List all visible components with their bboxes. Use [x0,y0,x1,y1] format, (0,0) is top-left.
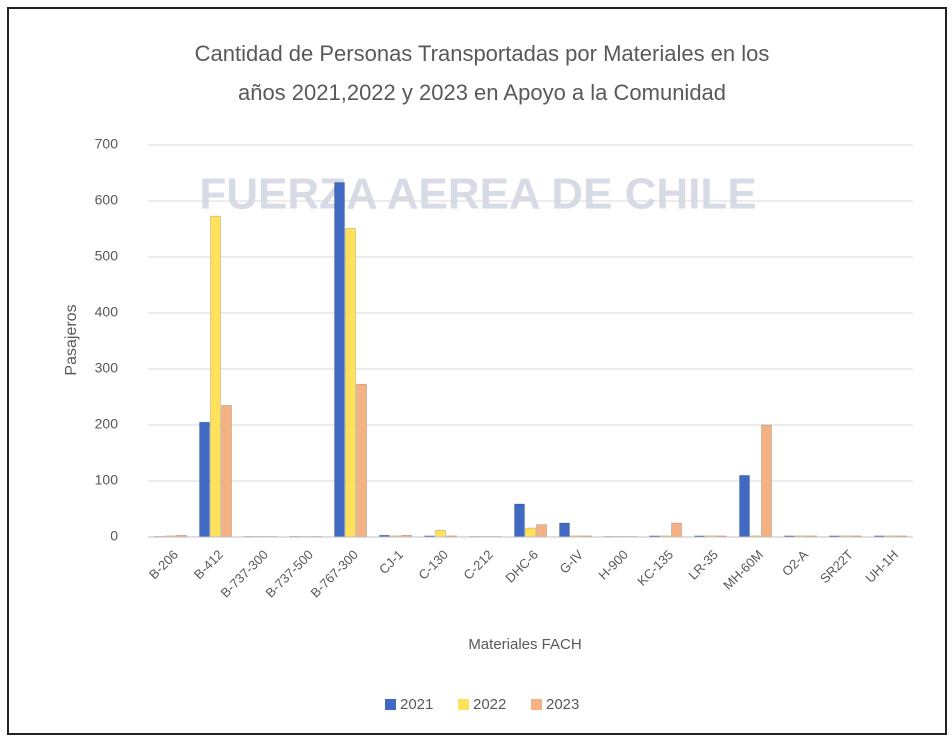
y-tick-label: 700 [95,136,119,152]
bar [200,422,210,537]
bar [740,475,750,537]
chart-title: Cantidad de Personas Transportadas por M… [195,41,770,66]
chart-title: años 2021,2022 y 2023 en Apoyo a la Comu… [238,80,726,105]
bar [762,425,772,537]
legend-swatch [531,699,542,710]
y-axis-label: Pasajeros [63,304,80,375]
legend-swatch [385,699,396,710]
bar [222,405,232,537]
bar [526,528,536,537]
bar [357,384,367,537]
bar [560,523,570,537]
legend-label: 2022 [473,696,506,713]
watermark: FUERZA AEREA DE CHILE [199,170,756,219]
frame [8,8,946,734]
x-axis-label: Materiales FACH [468,636,581,653]
legend-label: 2023 [546,696,579,713]
bar [335,183,345,537]
y-tick-label: 600 [95,192,119,208]
chart: Cantidad de Personas Transportadas por M… [0,0,952,740]
y-tick-label: 200 [95,416,119,432]
y-tick-label: 500 [95,248,119,264]
bar [211,216,221,537]
legend-swatch [458,699,469,710]
y-tick-label: 400 [95,304,119,320]
bar [515,504,525,537]
y-tick-label: 300 [95,360,119,376]
bar [346,228,356,537]
y-tick-label: 100 [95,472,119,488]
bar [537,525,547,537]
bar [672,523,682,537]
legend-label: 2021 [400,696,433,713]
y-tick-label: 0 [110,528,118,544]
bar [436,530,446,537]
